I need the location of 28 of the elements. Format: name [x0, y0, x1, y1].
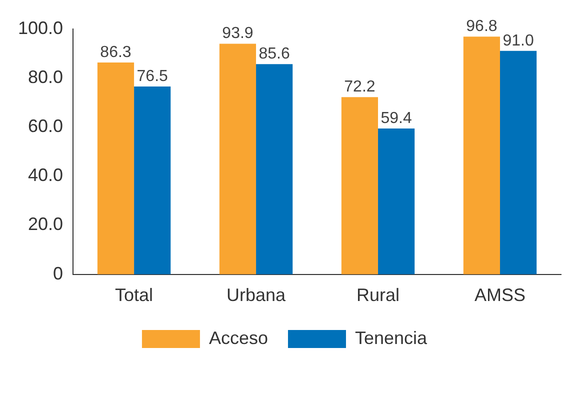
bar: [256, 64, 293, 274]
y-tick-label: 0: [53, 263, 64, 284]
x-tick-label: Urbana: [226, 285, 287, 306]
data-label: 86.3: [100, 44, 132, 61]
legend-label: Acceso: [208, 328, 268, 348]
bar: [134, 86, 171, 274]
data-label: 91.0: [502, 32, 534, 50]
data-label: 72.2: [344, 78, 376, 96]
data-label: 96.8: [466, 18, 498, 36]
legend-label: Tenencia: [354, 328, 428, 348]
y-tick-label: 40.0: [28, 165, 64, 186]
data-label: 59.4: [380, 110, 412, 127]
x-tick-label: Total: [115, 285, 154, 306]
y-tick-label: 60.0: [28, 116, 64, 136]
y-tick-label: 20.0: [28, 214, 64, 234]
data-label: 93.9: [222, 25, 254, 42]
bar: [97, 62, 134, 274]
bar: [378, 128, 415, 274]
bar: [219, 44, 256, 274]
data-label: 76.5: [136, 68, 168, 85]
data-label: 85.6: [258, 46, 290, 63]
y-tick-label: 80.0: [28, 66, 64, 87]
x-tick-label: AMSS: [474, 285, 526, 306]
bar: [500, 50, 537, 274]
y-tick-label: 100.0: [18, 18, 64, 38]
x-tick-label: Rural: [356, 285, 400, 306]
bar: [341, 97, 378, 274]
bar: [463, 36, 500, 274]
